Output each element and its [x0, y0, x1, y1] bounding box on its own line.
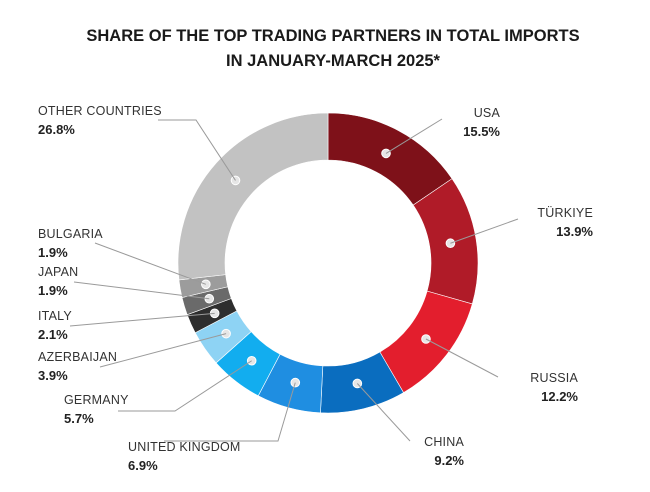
leader-united-kingdom: [164, 382, 296, 442]
label-russia: RUSSIA: [530, 371, 578, 385]
value-azerbaijan: 3.9%: [38, 368, 68, 383]
value-germany: 5.7%: [64, 411, 94, 426]
leader-t-rkiye: [450, 218, 519, 244]
label-china: CHINA: [424, 435, 464, 449]
value-italy: 2.1%: [38, 327, 68, 342]
chart-title-line-1: SHARE OF THE TOP TRADING PARTNERS IN TOT…: [86, 27, 579, 45]
label-united-kingdom: UNITED KINGDOM: [128, 440, 241, 454]
value-china: 9.2%: [434, 453, 464, 468]
leader-azerbaijan: [99, 333, 227, 368]
chart-title-line-2: IN JANUARY-MARCH 2025*: [226, 52, 441, 70]
leader-lines: [69, 118, 519, 442]
leader-japan: [73, 281, 210, 300]
donut-slices: [177, 112, 479, 414]
label-azerbaijan: AZERBAIJAN: [38, 350, 117, 364]
value-bulgaria: 1.9%: [38, 245, 68, 260]
label-germany: GERMANY: [64, 393, 129, 407]
leader-germany: [118, 360, 252, 412]
leader-usa: [385, 118, 443, 154]
label-bulgaria: BULGARIA: [38, 227, 103, 241]
value-t-rkiye: 13.9%: [556, 224, 593, 239]
value-usa: 15.5%: [463, 124, 500, 139]
label-usa: USA: [474, 106, 501, 120]
label-t-rkiye: TÜRKIYE: [537, 206, 593, 220]
leader-bulgaria: [94, 242, 207, 285]
value-other-countries: 26.8%: [38, 122, 75, 137]
value-russia: 12.2%: [541, 389, 578, 404]
leader-china: [356, 383, 411, 442]
leader-russia: [425, 338, 499, 378]
value-japan: 1.9%: [38, 283, 68, 298]
leader-other-countries: [158, 119, 236, 181]
value-united-kingdom: 6.9%: [128, 458, 158, 473]
label-japan: JAPAN: [38, 265, 78, 279]
slice-labels: USA 15.5% TÜRKIYE 13.9% RUSSIA 12.2% CHINA 9.2%…: [38, 104, 593, 473]
slice-other-countries: [177, 112, 329, 281]
label-other-countries: OTHER COUNTRIES: [38, 104, 162, 118]
leader-italy: [69, 312, 215, 327]
label-italy: ITALY: [38, 309, 72, 323]
